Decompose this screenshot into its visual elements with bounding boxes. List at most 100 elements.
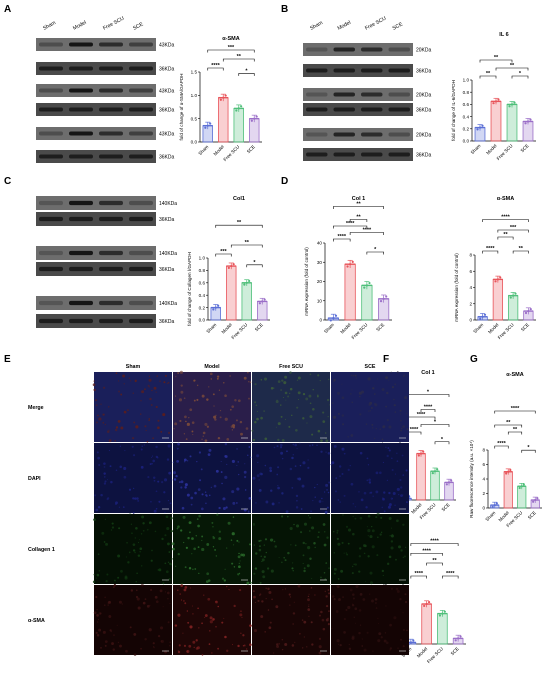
cell-speckle	[173, 428, 175, 430]
significance-bracket	[246, 264, 263, 268]
chart-title: α-SMA	[506, 372, 523, 378]
cell-speckle	[183, 541, 185, 544]
cell-speckle	[405, 412, 408, 414]
cell-speckle	[208, 448, 212, 452]
significance-bracket	[230, 244, 263, 248]
cell-speckle	[208, 643, 211, 646]
cell-speckle	[289, 392, 291, 395]
cell-speckle	[374, 598, 378, 601]
micrograph-tile	[252, 585, 330, 655]
y-tick-label: 0.0	[191, 140, 198, 145]
cell-speckle	[317, 536, 320, 539]
cell-speckle	[292, 453, 295, 456]
cell-speckle	[238, 473, 240, 476]
cell-speckle	[175, 395, 177, 397]
cell-speckle	[253, 629, 257, 633]
cell-speckle	[158, 500, 161, 503]
cell-speckle	[97, 506, 101, 509]
cell-speckle	[261, 560, 263, 563]
cell-speckle	[98, 463, 101, 467]
cell-speckle	[271, 598, 273, 601]
cell-speckle	[310, 621, 313, 624]
blot-band	[388, 68, 410, 73]
cell-speckle	[176, 447, 179, 450]
cell-speckle	[134, 380, 137, 383]
cell-speckle	[208, 386, 210, 388]
cell-speckle	[352, 374, 355, 377]
cell-speckle	[110, 529, 113, 531]
data-point	[346, 265, 349, 268]
cell-speckle	[144, 425, 147, 428]
cell-speckle	[296, 379, 299, 381]
significance-label: **	[237, 220, 242, 226]
western-blot-A: Sham Model Free SCU SCE 43KDa 36KDa 43KDa 36KDa…	[36, 16, 175, 163]
cell-speckle	[406, 428, 409, 431]
data-point	[409, 641, 412, 644]
cell-speckle	[216, 375, 220, 378]
cell-speckle	[399, 478, 402, 482]
cell-speckle	[341, 414, 345, 417]
cell-speckle	[204, 616, 206, 618]
blot-band	[361, 132, 383, 137]
cell-speckle	[97, 414, 99, 417]
cell-speckle	[140, 583, 144, 587]
data-point	[447, 481, 451, 484]
cell-speckle	[97, 553, 100, 556]
data-point	[412, 639, 415, 642]
cell-speckle	[349, 464, 351, 467]
cell-speckle	[162, 582, 165, 585]
cell-speckle	[265, 551, 267, 554]
cell-speckle	[287, 395, 290, 398]
bar-model	[492, 278, 504, 321]
cell-speckle	[365, 506, 368, 509]
cell-speckle	[277, 422, 281, 426]
micrograph-tile	[94, 514, 172, 584]
cell-speckle	[320, 450, 323, 453]
cell-speckle	[407, 511, 410, 514]
cell-speckle	[303, 522, 308, 526]
cell-speckle	[333, 552, 336, 554]
cell-speckle	[260, 416, 263, 420]
cell-speckle	[96, 451, 99, 454]
data-point	[255, 115, 258, 118]
cell-speckle	[115, 501, 118, 505]
cell-speckle	[385, 605, 387, 607]
significance-label: *	[427, 390, 430, 396]
cell-speckle	[168, 551, 171, 553]
data-point	[532, 500, 535, 503]
cell-speckle	[179, 419, 182, 423]
cell-speckle	[342, 596, 344, 598]
data-point	[491, 505, 494, 508]
cell-speckle	[152, 459, 155, 463]
cell-speckle	[247, 510, 250, 513]
cell-speckle	[406, 629, 408, 632]
cell-speckle	[381, 506, 384, 509]
significance-bracket	[420, 424, 450, 427]
cell-speckle	[120, 569, 123, 573]
data-point	[253, 117, 256, 120]
data-point	[232, 263, 235, 266]
cell-speckle	[355, 377, 358, 379]
cell-speckle	[201, 539, 203, 541]
cell-speckle	[133, 653, 137, 656]
cell-speckle	[149, 588, 153, 591]
cell-speckle	[249, 543, 251, 546]
cell-speckle	[196, 384, 199, 387]
cell-speckle	[180, 584, 184, 587]
cell-speckle	[209, 620, 213, 624]
cell-speckle	[258, 479, 260, 481]
cell-speckle	[402, 474, 405, 476]
cell-speckle	[297, 376, 301, 380]
cell-speckle	[192, 640, 196, 644]
cell-speckle	[302, 461, 306, 465]
cell-speckle	[339, 501, 341, 503]
cell-speckle	[175, 376, 177, 378]
cell-speckle	[311, 578, 313, 580]
cell-speckle	[337, 499, 340, 501]
y-axis-label: mRNA expression (fold of control)	[304, 247, 309, 316]
cell-speckle	[333, 415, 337, 419]
cell-speckle	[135, 527, 138, 530]
cell-speckle	[338, 465, 342, 468]
cell-speckle	[374, 437, 376, 439]
